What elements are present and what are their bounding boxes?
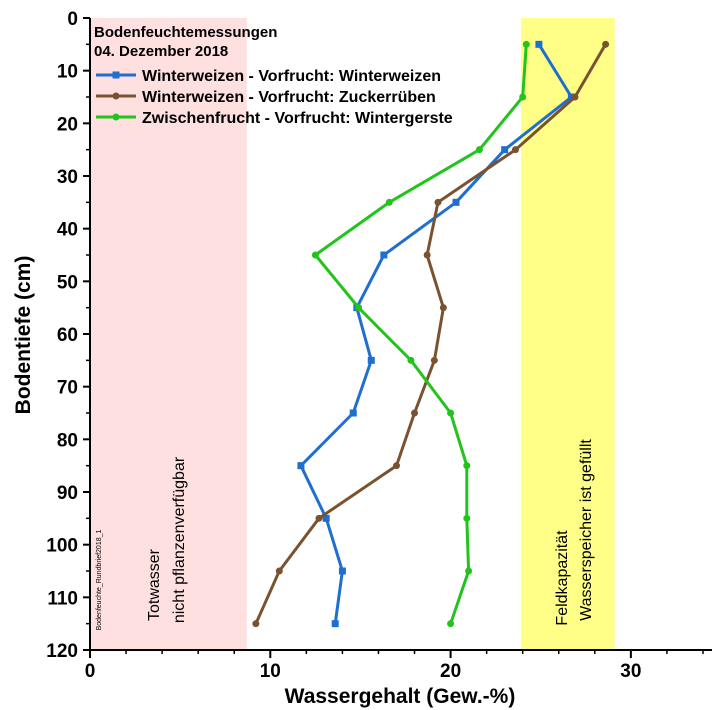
x-tick-label: 20 bbox=[440, 661, 461, 682]
y-tick-label: 30 bbox=[57, 167, 78, 188]
chart-title: Bodenfeuchtemessungen bbox=[94, 24, 277, 41]
series-1-point bbox=[439, 304, 447, 312]
series-2-point bbox=[355, 304, 363, 312]
x-tick-label: 10 bbox=[260, 661, 281, 682]
series-1-point bbox=[423, 251, 431, 259]
chart-subtitle: 04. Dezember 2018 bbox=[94, 43, 228, 60]
series-2-point bbox=[385, 198, 393, 206]
x-tick-label: 0 bbox=[85, 661, 96, 682]
series-1-point bbox=[602, 40, 610, 48]
band-totwasser-label-2: nicht pflanzenverfügbar bbox=[171, 456, 188, 623]
series-0-point bbox=[297, 462, 305, 470]
y-tick-label: 80 bbox=[57, 430, 78, 451]
y-tick-label: 0 bbox=[67, 9, 78, 30]
series-1-point bbox=[511, 146, 519, 154]
series-1-point bbox=[252, 620, 260, 628]
series-0-point bbox=[452, 198, 460, 206]
series-0-point bbox=[338, 567, 346, 575]
x-axis-label: Wassergehalt (Gew.-%) bbox=[285, 685, 516, 708]
y-tick-label: 100 bbox=[46, 536, 78, 557]
band-feldkapazitaet-label-1: Feldkapazität bbox=[554, 530, 571, 626]
band-feldkapazitaet-label-2: Wasserspeicher ist gefüllt bbox=[578, 439, 595, 621]
series-2-point bbox=[407, 356, 415, 364]
series-1-line bbox=[254, 43, 607, 625]
series-2-point bbox=[522, 40, 530, 48]
series-1-point bbox=[571, 93, 579, 101]
axes-layer: 0 10 20 30 40 50 60 70 80 90 100 110 120 0 10 20 30 bbox=[46, 9, 712, 682]
watermark-text: Bodenfeuchte_Rundbrief2018_1 bbox=[96, 529, 103, 630]
series-2-point bbox=[447, 620, 455, 628]
band-totwasser-label-1: Totwasser bbox=[146, 548, 163, 621]
y-tick-label: 20 bbox=[57, 114, 78, 135]
text-layer: Bodenfeuchtemessungen 04. Dezember 2018 … bbox=[12, 24, 595, 708]
y-tick-label: 50 bbox=[57, 272, 78, 293]
series-1-point bbox=[430, 356, 438, 364]
legend-0-label: Winterweizen - Vorfrucht: Winterweizen bbox=[142, 68, 441, 85]
series-0-point bbox=[380, 251, 388, 259]
y-tick-label: 70 bbox=[57, 378, 78, 399]
legend: Winterweizen - Vorfrucht: Winterweizen Wi… bbox=[96, 68, 453, 127]
y-tick-label: 110 bbox=[47, 588, 78, 609]
legend-2-label: Zwischenfrucht - Vorfrucht: Wintergerste bbox=[142, 110, 453, 127]
series-0-point bbox=[349, 409, 357, 417]
legend-2-marker bbox=[112, 113, 120, 121]
series-0-point bbox=[567, 93, 575, 101]
series-0-point bbox=[501, 146, 509, 154]
series-1-point bbox=[275, 567, 283, 575]
legend-0-marker bbox=[112, 71, 120, 79]
series-2-point bbox=[311, 251, 319, 259]
series-0-point bbox=[331, 620, 339, 628]
legend-1-marker bbox=[112, 92, 120, 100]
y-tick-label: 90 bbox=[57, 483, 78, 504]
legend-1-label: Winterweizen - Vorfrucht: Zuckerrüben bbox=[142, 89, 436, 106]
series-2-point bbox=[463, 462, 471, 470]
y-tick-label: 10 bbox=[57, 62, 78, 83]
y-tick-label: 40 bbox=[57, 220, 78, 241]
series-0-line bbox=[299, 43, 573, 624]
y-tick-label: 60 bbox=[57, 325, 78, 346]
x-tick-label: 30 bbox=[620, 661, 641, 682]
series-1-point bbox=[411, 409, 419, 417]
series-layer bbox=[252, 40, 610, 628]
series-2-line bbox=[313, 44, 528, 625]
series-2-point bbox=[463, 514, 471, 522]
band-0 bbox=[90, 18, 247, 650]
y-axis-label: Bodentiefe (cm) bbox=[12, 256, 35, 415]
series-2-point bbox=[519, 93, 527, 101]
y-tick-label: 120 bbox=[46, 641, 78, 662]
series-1-point bbox=[434, 198, 442, 206]
series-2-point bbox=[475, 146, 483, 154]
series-0-point bbox=[367, 356, 375, 364]
series-2-point bbox=[447, 409, 455, 417]
series-1-point bbox=[315, 514, 323, 522]
series-1-point bbox=[392, 462, 400, 470]
series-2-point bbox=[465, 567, 473, 575]
series-0-point bbox=[535, 40, 543, 48]
series-0-point bbox=[322, 514, 330, 522]
